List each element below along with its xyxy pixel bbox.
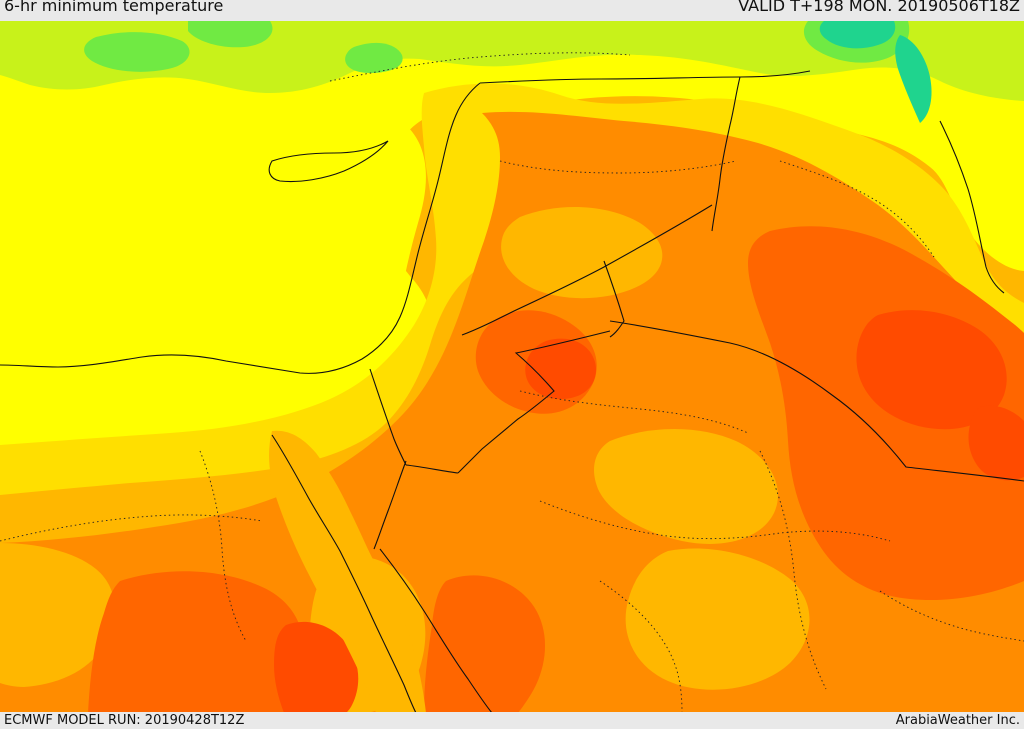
hot-spot-plateau [525,338,596,400]
border-jordan-saudi [457,330,611,474]
green-patch-north [188,21,273,48]
credit-label: ArabiaWeather Inc. [895,713,1020,728]
temperature-map [0,21,1024,713]
coastline-egypt-redsea [271,434,417,713]
admin-line-southeast [879,590,1024,642]
cold-pocket-northeast [819,21,896,49]
footer-bar: ECMWF MODEL RUN: 20190428T12Z ArabiaWeat… [0,712,1024,729]
hot-spot-east [856,310,1007,430]
border-syria-iraq [711,76,741,232]
coastline-saudi-redsea [379,548,493,713]
coastlines-and-borders [0,70,1024,713]
green-patch-central [345,42,403,73]
border-turkey-syria [479,70,811,84]
border-syria-jordan [461,204,713,336]
map-title: 6-hr minimum temperature [4,0,224,15]
cyprus-outline [268,140,389,183]
border-iraq-jordan-west [603,260,625,338]
border-iraq-iran [939,120,1005,294]
amber-patch-southwest [0,543,115,687]
mediterranean-sea [0,83,426,378]
hot-spot-southwest [274,621,359,713]
valid-time-label: VALID T+198 MON. 20190506T18Z [738,0,1020,15]
temperature-map-svg [0,21,1024,713]
dark-orange-south [424,575,546,713]
border-iraq-saudi [609,320,1024,482]
cold-ridge-northeast [895,35,932,123]
model-run-label: ECMWF MODEL RUN: 20190428T12Z [4,713,245,728]
admin-line-saudi-north [519,390,749,434]
red-sea [269,430,426,713]
admin-line-saudi-south [599,580,683,713]
header-bar: 6-hr minimum temperature VALID T+198 MON… [0,0,1024,22]
amber-patch-central [594,429,778,544]
admin-line-egypt-north-south [199,450,247,642]
gulf-of-aqaba-coast [373,460,407,550]
dark-orange-southwest [88,571,305,713]
hot-spot-far-east [968,405,1024,481]
admin-line-saudi-east [759,450,827,690]
admin-line-egypt [0,514,263,542]
amber-patch-south [625,548,810,690]
border-egypt-israel [369,368,407,466]
green-patch-west [84,32,190,72]
amber-patch-north [501,206,663,299]
border-jordan-aqaba [405,464,459,474]
coastline-levant [0,82,481,374]
admin-boundaries [0,52,1024,713]
